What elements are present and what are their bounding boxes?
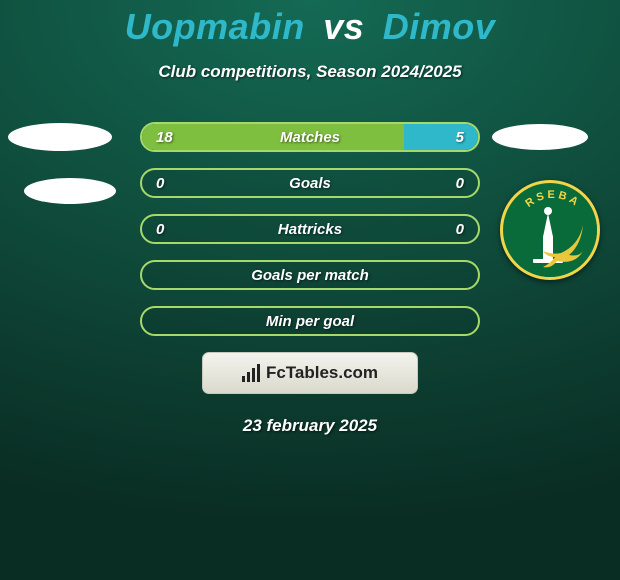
subtitle: Club competitions, Season 2024/2025 — [0, 62, 620, 82]
stat-row: Goals per match — [140, 260, 480, 290]
stat-value-right: 5 — [456, 124, 464, 150]
stat-row: Goals0 0 — [140, 168, 480, 198]
stat-row: Min per goal — [140, 306, 480, 336]
stat-label: Hattricks — [142, 216, 478, 242]
stat-label: Matches — [142, 124, 478, 150]
stat-value-right: 0 — [456, 216, 464, 242]
player-left-name: Uopmabin — [125, 6, 305, 47]
stat-label: Goals — [142, 170, 478, 196]
stat-value-left: 0 — [156, 170, 164, 196]
stat-label: Min per goal — [142, 308, 478, 334]
chart-icon — [242, 364, 260, 382]
title-separator: vs — [323, 6, 364, 47]
stat-value-right: 0 — [456, 170, 464, 196]
stat-value-left: 0 — [156, 216, 164, 242]
stat-row: Hattricks0 0 — [140, 214, 480, 244]
team-crest: RSEBA — [500, 180, 600, 280]
date-label: 23 february 2025 — [0, 416, 620, 436]
stat-label: Goals per match — [142, 262, 478, 288]
stat-row: Matches18 5 — [140, 122, 480, 152]
stat-value-left: 18 — [156, 124, 173, 150]
brand-text: FcTables.com — [266, 363, 378, 383]
player-right-name: Dimov — [383, 6, 496, 47]
page-title: Uopmabin vs Dimov — [0, 0, 620, 48]
brand-badge: FcTables.com — [202, 352, 418, 394]
